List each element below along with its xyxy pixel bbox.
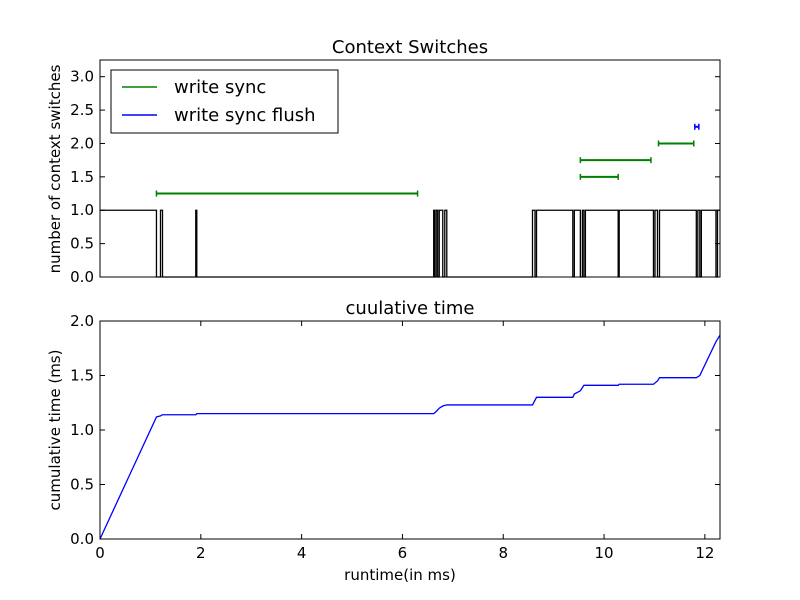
context-switches-axes-frame: [99, 59, 721, 278]
legend: write sync write sync flush: [110, 69, 339, 134]
runtime-xtick-label: 4: [297, 544, 307, 562]
runtime-xtick-label: 8: [498, 544, 508, 562]
legend-box: [110, 69, 339, 134]
cumulative-time-panel: cuulative time cumulative time (ms) runt…: [46, 298, 721, 584]
context-switches-yticks: 0.0 0.5 1.0 1.5 2.0 2.5 3.0: [70, 68, 720, 286]
context-switches-ytick-label: 0.5: [70, 235, 94, 253]
context-switches-ytick-label: 2.5: [70, 101, 94, 119]
cumulative-time-ytick-label: 1.0: [70, 421, 94, 439]
cumulative-time-ytick-label: 1.5: [70, 367, 94, 385]
cumulative-time-line: [99, 334, 721, 540]
runtime-xtick-label: 12: [695, 544, 714, 562]
context-switches-ytick-label: 2.0: [70, 134, 94, 152]
legend-label-write-sync-flush: write sync flush: [174, 105, 316, 126]
cumulative-time-plot-area: [99, 334, 721, 540]
context-switches-ytick-label: 3.0: [70, 68, 94, 86]
context-switches-ytick-label: 1.5: [70, 168, 94, 186]
runtime-xtick-label: 10: [595, 544, 614, 562]
context-switches-ytick-label: 0.0: [70, 268, 94, 286]
cumulative-time-yticks: 0.0 0.5 1.0 1.5 2.0: [70, 312, 720, 548]
runtime-xlabel: runtime(in ms): [344, 566, 456, 584]
runtime-xtick-label: 0: [95, 544, 105, 562]
cumulative-time-title: cuulative time: [346, 298, 475, 319]
context-switches-ytick-label: 1.0: [70, 201, 94, 219]
runtime-xticks: 0 2 4 6 8 10 12: [95, 321, 714, 562]
cumulative-time-ytick-label: 0.5: [70, 476, 94, 494]
context-switches-panel: Context Switches number of context switc…: [46, 37, 721, 286]
cumulative-time-ytick-label: 0.0: [70, 530, 94, 548]
context-switches-frame: [99, 59, 721, 278]
runtime-xtick-label: 6: [398, 544, 408, 562]
legend-label-write-sync: write sync: [174, 77, 266, 98]
cumulative-time-ylabel: cumulative time (ms): [46, 350, 64, 511]
cumulative-time-ytick-label: 2.0: [70, 312, 94, 330]
context-switches-ylabel: number of context switches: [46, 64, 64, 273]
runtime-xtick-label: 2: [196, 544, 206, 562]
context-switches-title: Context Switches: [332, 37, 488, 58]
